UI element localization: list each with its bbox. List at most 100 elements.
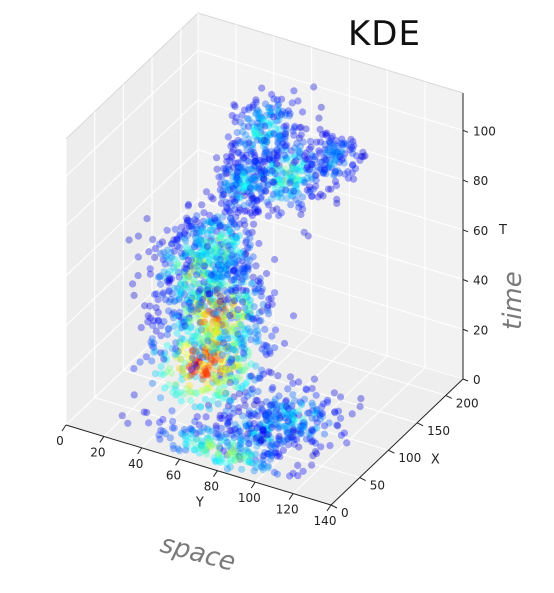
data-point xyxy=(206,211,214,219)
data-point xyxy=(193,237,201,245)
data-point xyxy=(229,296,237,304)
data-point xyxy=(181,274,189,282)
data-point xyxy=(213,213,221,221)
data-point xyxy=(201,220,209,228)
data-point xyxy=(176,342,184,350)
data-point xyxy=(273,147,281,155)
data-point xyxy=(249,273,257,281)
data-point xyxy=(273,440,281,448)
data-point xyxy=(181,322,189,330)
data-point xyxy=(288,99,296,107)
data-point xyxy=(219,257,227,265)
data-point xyxy=(291,176,299,184)
data-point xyxy=(233,194,241,202)
data-point xyxy=(197,442,206,450)
data-point xyxy=(240,186,248,194)
data-point xyxy=(148,379,157,387)
data-point xyxy=(303,409,312,417)
data-point xyxy=(218,297,226,305)
data-point xyxy=(221,364,229,372)
data-point xyxy=(231,377,239,385)
data-point xyxy=(183,271,192,279)
data-point xyxy=(182,446,190,454)
data-point xyxy=(166,276,174,284)
data-point xyxy=(335,158,343,166)
data-point xyxy=(263,198,271,206)
data-point xyxy=(235,232,243,240)
data-point xyxy=(195,449,204,457)
data-point xyxy=(266,349,274,357)
data-point xyxy=(309,437,317,445)
data-point xyxy=(193,259,201,267)
data-point xyxy=(306,434,314,443)
data-point xyxy=(199,386,207,394)
data-point xyxy=(326,144,334,152)
data-point xyxy=(309,166,318,174)
data-point xyxy=(204,425,212,433)
data-point xyxy=(254,107,262,115)
data-point xyxy=(224,256,232,264)
data-point xyxy=(255,182,263,190)
data-point xyxy=(213,322,221,330)
data-point xyxy=(171,351,179,359)
data-point xyxy=(349,161,357,169)
data-point xyxy=(206,286,214,294)
data-point xyxy=(210,357,218,366)
data-point xyxy=(313,405,321,413)
data-point xyxy=(210,297,218,305)
data-point xyxy=(226,311,234,320)
data-point xyxy=(233,314,241,322)
data-point xyxy=(287,160,295,168)
data-point xyxy=(219,299,227,308)
data-point xyxy=(264,181,272,189)
data-point xyxy=(162,356,170,364)
data-points xyxy=(118,83,369,480)
data-point xyxy=(188,332,196,340)
data-point xyxy=(190,337,198,345)
data-point xyxy=(247,147,255,155)
data-point xyxy=(207,247,215,255)
data-point xyxy=(259,158,267,166)
t-tick-label: 40 xyxy=(473,274,488,288)
data-point xyxy=(221,183,229,191)
data-point xyxy=(159,415,167,424)
data-point xyxy=(248,194,256,203)
data-point xyxy=(227,202,236,210)
t-tick-mark xyxy=(462,229,469,233)
data-point xyxy=(223,271,231,279)
data-point xyxy=(266,104,274,112)
data-point xyxy=(179,253,187,261)
data-point xyxy=(287,433,295,441)
data-point xyxy=(175,312,183,320)
data-point xyxy=(251,162,259,170)
data-point xyxy=(192,229,201,237)
data-point xyxy=(230,259,238,267)
data-point xyxy=(197,301,205,309)
data-point xyxy=(187,289,195,297)
data-point xyxy=(274,109,283,117)
data-point xyxy=(243,188,251,196)
data-point xyxy=(237,366,245,374)
data-point xyxy=(207,235,215,243)
data-point xyxy=(337,431,345,439)
data-point xyxy=(224,418,232,426)
data-point xyxy=(254,167,262,175)
data-point xyxy=(236,440,244,448)
data-point xyxy=(247,412,255,420)
data-point xyxy=(130,291,138,299)
data-point xyxy=(227,374,235,383)
data-point xyxy=(224,186,232,194)
data-point xyxy=(257,137,265,145)
data-point xyxy=(259,370,267,378)
data-point xyxy=(271,289,279,297)
data-point xyxy=(294,461,302,469)
data-point xyxy=(201,247,209,256)
data-point xyxy=(211,287,219,295)
data-point xyxy=(317,190,325,198)
data-point xyxy=(230,290,238,298)
data-point xyxy=(222,261,230,269)
data-point xyxy=(283,410,291,418)
data-point xyxy=(259,427,267,435)
data-point xyxy=(223,389,231,397)
data-point xyxy=(241,401,249,409)
